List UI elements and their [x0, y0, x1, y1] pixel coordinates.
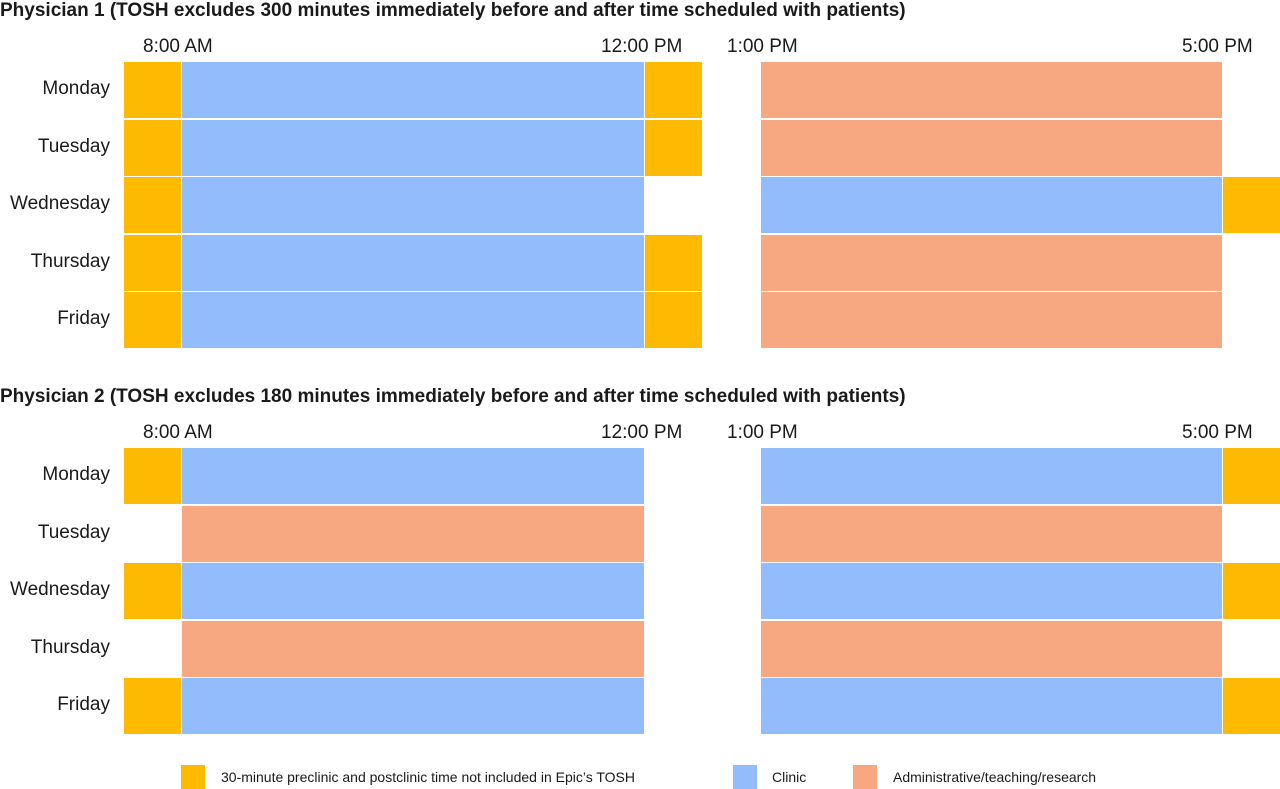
physician-1-afternoon-admin-block: [761, 119, 1222, 176]
physician-2-time-label: 8:00 AM: [143, 422, 213, 443]
physician-1-title: Physician 1 (TOSH excludes 300 minutes i…: [0, 0, 906, 21]
physician-1-day-label: Thursday: [30, 250, 110, 272]
physician-1-preclinic-block: [124, 292, 181, 349]
physician-1-day-label: Wednesday: [10, 193, 110, 215]
physician-1-day-label: Monday: [42, 78, 110, 100]
physician-2-title: Physician 2 (TOSH excludes 180 minutes i…: [0, 386, 906, 407]
physician-1-morning-clinic-block: [182, 234, 644, 291]
physician-1-afternoon-admin-block: [761, 62, 1222, 119]
physician-1-preclinic-block: [124, 234, 181, 291]
physician-1-preclinic-block: [124, 119, 181, 176]
physician-1-morning-clinic-block: [182, 119, 644, 176]
physician-2-day-label: Monday: [42, 464, 110, 486]
physician-2-preclinic-block: [124, 563, 181, 620]
physician-1-time-label: 1:00 PM: [727, 36, 798, 57]
physician-1-postclinic-block: [1223, 177, 1280, 234]
physician-2-morning-admin-block: [182, 505, 644, 562]
physician-2-day-label: Friday: [57, 694, 110, 716]
physician-2-time-label: 12:00 PM: [601, 422, 683, 443]
physician-2-time-label: 1:00 PM: [727, 422, 798, 443]
physician-1-day-label: Tuesday: [37, 135, 110, 157]
legend-swatch-admin: [853, 765, 877, 789]
physician-2-afternoon-admin-block: [761, 505, 1222, 562]
physician-2-afternoon-admin-block: [761, 620, 1222, 677]
physician-2-postclinic-block: [1223, 563, 1280, 620]
physician-2-afternoon-clinic-block: [761, 563, 1222, 620]
physician-2-preclinic-block: [124, 678, 181, 735]
physician-2-time-label: 5:00 PM: [1182, 422, 1253, 443]
physician-2-morning-clinic-block: [182, 448, 644, 505]
physician-2-afternoon-clinic-block: [761, 448, 1222, 505]
physician-1-morning-clinic-block: [182, 292, 644, 349]
physician-2-postclinic-block: [1223, 678, 1280, 735]
legend-label-prepost: 30-minute preclinic and postclinic time …: [221, 769, 635, 785]
physician-1-afternoon-clinic-block: [761, 177, 1222, 234]
physician-1-postclinic-block: [645, 292, 702, 349]
physician-1-postclinic-block: [645, 62, 702, 119]
physician-2-day-label: Tuesday: [37, 521, 110, 543]
physician-2-day-label: Wednesday: [10, 579, 110, 601]
physician-1-afternoon-admin-block: [761, 292, 1222, 349]
physician-1-day-label: Friday: [57, 308, 110, 330]
physician-1-preclinic-block: [124, 62, 181, 119]
physician-1-afternoon-admin-block: [761, 234, 1222, 291]
physician-2-afternoon-clinic-block: [761, 678, 1222, 735]
physician-2-morning-admin-block: [182, 620, 644, 677]
legend-swatch-prepost: [181, 765, 205, 789]
physician-1-time-label: 8:00 AM: [143, 36, 213, 57]
legend-label-admin: Administrative/teaching/research: [893, 769, 1097, 785]
physician-1-postclinic-block: [645, 119, 702, 176]
physician-1-preclinic-block: [124, 177, 181, 234]
physician-2-day-label: Thursday: [30, 636, 110, 658]
physician-1-postclinic-block: [645, 234, 702, 291]
physician-1-time-label: 5:00 PM: [1182, 36, 1253, 57]
physician-1-morning-clinic-block: [182, 177, 644, 234]
physician-2-postclinic-block: [1223, 448, 1280, 505]
legend-swatch-clinic: [733, 765, 757, 789]
physician-1-time-label: 12:00 PM: [601, 36, 683, 57]
legend-label-clinic: Clinic: [772, 769, 807, 785]
physician-2-morning-clinic-block: [182, 678, 644, 735]
physician-1-morning-clinic-block: [182, 62, 644, 119]
physician-2-preclinic-block: [124, 448, 181, 505]
physician-2-morning-clinic-block: [182, 563, 644, 620]
